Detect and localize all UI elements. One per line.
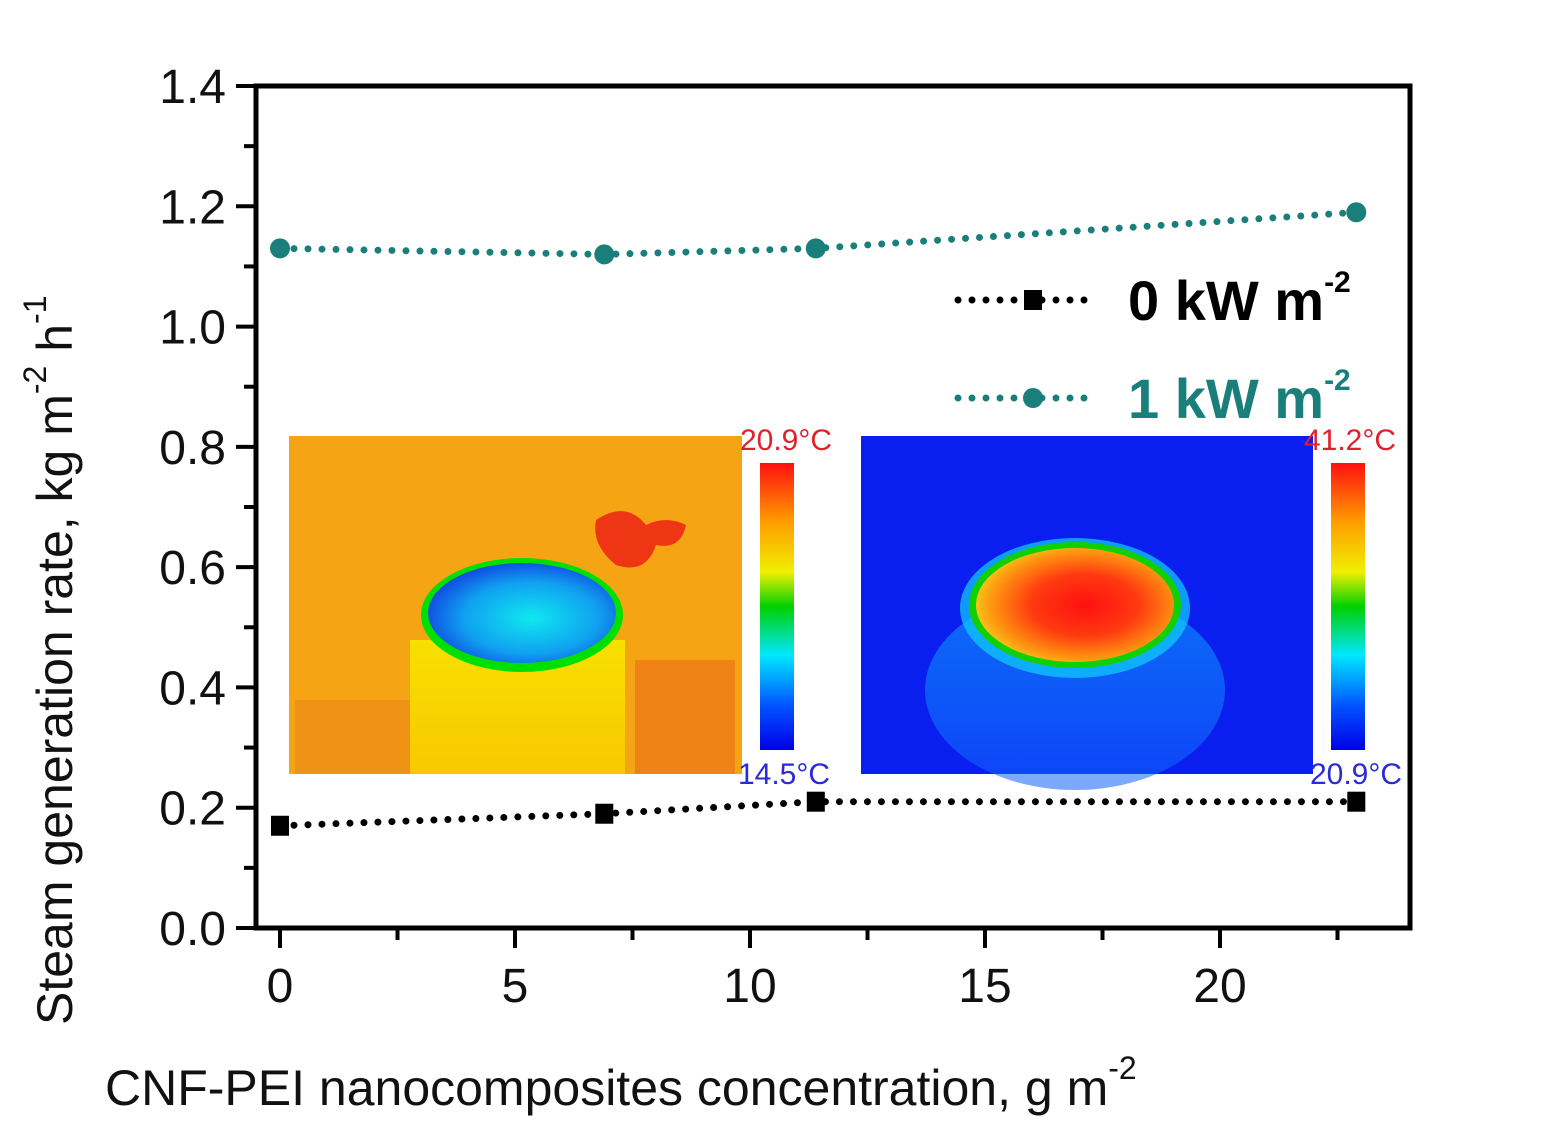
colorbar-max-label-dark: 20.9°C xyxy=(740,424,832,457)
thermal-image-dark: 20.9°C 14.5°C xyxy=(289,424,832,791)
legend-marker-square xyxy=(1024,290,1042,310)
legend-label-0kw: 0 kW m xyxy=(1128,269,1324,332)
y-axis-title: Steam generation rate, kg m-2 h-1 xyxy=(17,296,83,1026)
x-axis-title-sup: -2 xyxy=(1108,1050,1136,1086)
svg-text:1 kW m-2: 1 kW m-2 xyxy=(1128,364,1351,430)
data-point-square xyxy=(1347,791,1366,812)
legend-item-1kw: 1 kW m-2 xyxy=(954,364,1351,430)
legend: 0 kW m-2 1 kW m-2 xyxy=(954,266,1351,430)
y-axis-title-sup2: -1 xyxy=(17,296,53,324)
data-point-circle xyxy=(270,238,290,259)
x-tick-label: 5 xyxy=(502,960,529,1013)
y-tick-label: 1.2 xyxy=(159,181,226,234)
x-axis-title: CNF-PEI nanocomposites concentration, g … xyxy=(105,1050,1137,1116)
series-layer xyxy=(270,202,1367,836)
legend-label-0kw-sup: -2 xyxy=(1324,266,1351,299)
colorbar-min-label-dark: 14.5°C xyxy=(738,758,830,791)
y-axis: 0.0 0.2 0.4 0.6 0.8 1.0 1.2 1.4 xyxy=(159,61,256,956)
legend-marker-circle xyxy=(1023,388,1043,408)
y-tick-label: 0.0 xyxy=(159,903,226,956)
colorbar-max-label-illuminated: 41.2°C xyxy=(1304,424,1396,457)
data-point-circle xyxy=(1346,202,1367,223)
legend-label-1kw-sup: -2 xyxy=(1324,364,1351,397)
legend-item-0kw: 0 kW m-2 xyxy=(954,266,1351,332)
y-tick-label: 1.4 xyxy=(159,61,226,114)
y-tick-label: 0.2 xyxy=(159,783,226,836)
x-tick-label: 10 xyxy=(723,960,776,1013)
colorbar-min-label-illuminated: 20.9°C xyxy=(1310,758,1402,791)
x-axis: 0 5 10 15 20 xyxy=(267,928,1340,1013)
y-axis-title-mid: h xyxy=(27,324,83,366)
x-tick-label: 15 xyxy=(958,960,1011,1013)
y-tick-label: 0.4 xyxy=(159,662,226,715)
thermal-image-illuminated: 41.2°C 20.9°C xyxy=(861,424,1402,791)
y-axis-title-text: Steam generation rate, kg m xyxy=(27,394,83,1025)
data-point-square xyxy=(271,815,289,836)
y-tick-label: 0.8 xyxy=(159,422,226,475)
x-axis-title-text: CNF-PEI nanocomposites concentration, g … xyxy=(105,1060,1108,1116)
y-tick-label: 0.6 xyxy=(159,542,226,595)
data-point-circle xyxy=(594,244,615,265)
x-tick-label: 20 xyxy=(1193,960,1246,1013)
data-point-square xyxy=(806,791,825,812)
legend-label-1kw: 1 kW m xyxy=(1128,367,1324,430)
data-point-square xyxy=(595,803,614,824)
x-tick-label: 0 xyxy=(267,960,294,1013)
y-axis-title-sup1: -2 xyxy=(17,366,53,394)
svg-text:0 kW m-2: 0 kW m-2 xyxy=(1128,266,1351,332)
data-point-circle xyxy=(805,238,826,259)
y-tick-label: 1.0 xyxy=(159,302,226,355)
